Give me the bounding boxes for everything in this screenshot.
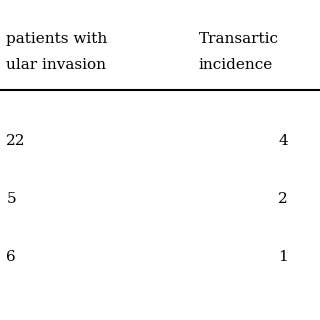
Text: incidence: incidence bbox=[198, 58, 273, 72]
Text: patients with: patients with bbox=[6, 32, 108, 46]
Text: 6: 6 bbox=[6, 250, 16, 264]
Text: 2: 2 bbox=[278, 192, 288, 206]
Text: 22: 22 bbox=[6, 134, 26, 148]
Text: 5: 5 bbox=[6, 192, 16, 206]
Text: ular invasion: ular invasion bbox=[6, 58, 106, 72]
Text: 1: 1 bbox=[278, 250, 288, 264]
Text: 4: 4 bbox=[278, 134, 288, 148]
Text: Transartic: Transartic bbox=[198, 32, 278, 46]
